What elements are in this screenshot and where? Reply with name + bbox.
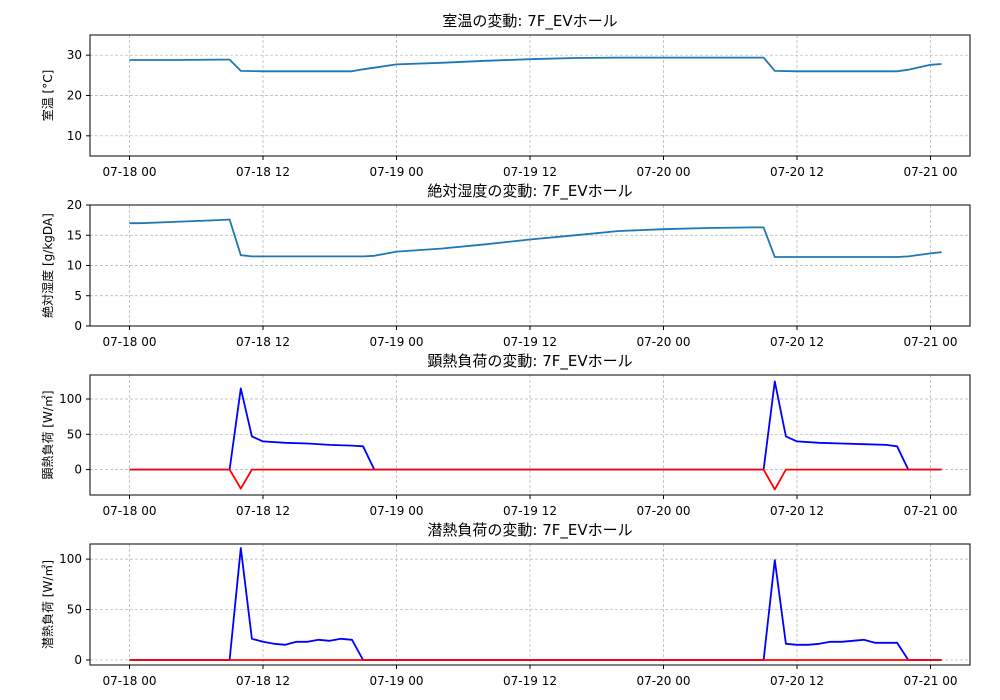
x-tick-label: 07-21 00 xyxy=(904,504,958,518)
y-axis-label: 絶対湿度 [g/kgDA] xyxy=(40,213,55,318)
x-tick-label: 07-18 00 xyxy=(103,674,157,688)
x-tick-label: 07-20 00 xyxy=(637,335,691,349)
series-line-1 xyxy=(129,218,942,258)
chart-4: 07-18 00 07-18 12 07-19 00 07-19 12 07-20 00… xyxy=(41,521,971,688)
y-axis-label: 室温 [°C] xyxy=(40,70,55,122)
x-tick-label: 07-20 12 xyxy=(770,165,824,179)
y-tick-label: 50 xyxy=(67,427,82,441)
x-tick-label: 07-20 00 xyxy=(637,674,691,688)
y-tick-label: 20 xyxy=(67,89,82,103)
y-tick-label: 20 xyxy=(67,198,82,212)
x-tick-label: 07-21 00 xyxy=(904,335,958,349)
x-tick-label: 07-19 12 xyxy=(503,674,557,688)
y-tick-label: 50 xyxy=(67,603,82,617)
x-tick-label: 07-19 00 xyxy=(370,165,424,179)
chart-title: 室温の変動: 7F_EVホール xyxy=(442,12,617,31)
series-line-1 xyxy=(129,380,942,471)
y-tick-label: 5 xyxy=(74,289,82,303)
y-tick-label: 100 xyxy=(59,392,82,406)
x-tick-label: 07-19 12 xyxy=(503,165,557,179)
y-tick-label: 10 xyxy=(67,259,82,273)
x-tick-label: 07-19 00 xyxy=(370,335,424,349)
x-tick-label: 07-20 12 xyxy=(770,504,824,518)
chart-title: 顕熱負荷の変動: 7F_EVホール xyxy=(427,352,632,371)
x-tick-label: 07-21 00 xyxy=(904,674,958,688)
x-tick-label: 07-18 00 xyxy=(103,504,157,518)
x-tick-label: 07-18 12 xyxy=(236,335,290,349)
series-line-1 xyxy=(129,547,942,661)
x-tick-label: 07-20 00 xyxy=(637,504,691,518)
y-tick-label: 15 xyxy=(67,228,82,242)
y-tick-label: 10 xyxy=(67,129,82,143)
x-tick-label: 07-18 12 xyxy=(236,674,290,688)
y-tick-label: 0 xyxy=(74,319,82,333)
x-tick-label: 07-20 12 xyxy=(770,335,824,349)
x-tick-label: 07-18 00 xyxy=(103,165,157,179)
y-axis-label: 顕熱負荷 [W/㎡] xyxy=(41,390,55,479)
x-tick-label: 07-18 12 xyxy=(236,504,290,518)
x-tick-label: 07-19 00 xyxy=(370,504,424,518)
x-tick-label: 07-18 00 xyxy=(103,335,157,349)
chart-1: 07-18 00 07-18 12 07-19 00 07-19 12 07-20 00… xyxy=(40,12,971,179)
x-tick-label: 07-19 12 xyxy=(503,335,557,349)
y-axis-label: 潜熱負荷 [W/㎡] xyxy=(41,560,55,649)
y-tick-label: 0 xyxy=(74,463,82,477)
x-tick-label: 07-20 00 xyxy=(637,165,691,179)
series-line-1 xyxy=(129,56,942,73)
y-tick-label: 30 xyxy=(67,48,82,62)
chart-title: 潜熱負荷の変動: 7F_EVホール xyxy=(427,521,632,540)
y-tick-label: 0 xyxy=(74,653,82,667)
chart-2: 07-18 00 07-18 12 07-19 00 07-19 12 07-20 00… xyxy=(40,182,971,349)
series-line-2 xyxy=(129,468,942,491)
chart-title: 絶対湿度の変動: 7F_EVホール xyxy=(427,182,632,201)
x-tick-label: 07-20 12 xyxy=(770,674,824,688)
chart-3: 07-18 00 07-18 12 07-19 00 07-19 12 07-20 00… xyxy=(41,352,971,518)
x-tick-label: 07-19 00 xyxy=(370,674,424,688)
x-tick-label: 07-21 00 xyxy=(904,165,958,179)
y-tick-label: 100 xyxy=(59,552,82,566)
x-tick-label: 07-18 12 xyxy=(236,165,290,179)
x-tick-label: 07-19 12 xyxy=(503,504,557,518)
